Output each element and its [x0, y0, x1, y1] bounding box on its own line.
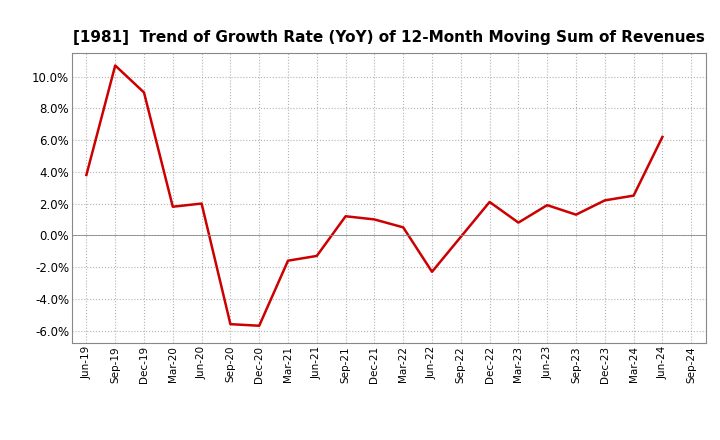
Title: [1981]  Trend of Growth Rate (YoY) of 12-Month Moving Sum of Revenues: [1981] Trend of Growth Rate (YoY) of 12-… — [73, 29, 705, 45]
